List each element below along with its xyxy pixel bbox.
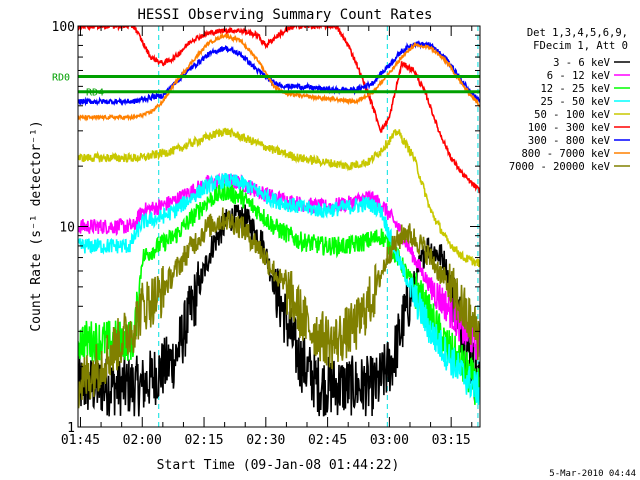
series-line-5 <box>78 127 480 268</box>
footer-timestamp: 5-Mar-2010 04:44 <box>549 469 636 479</box>
x-tick-label: 03:00 <box>370 433 409 448</box>
legend-entry-label: 3 - 6 keV <box>553 57 611 69</box>
chart-title: HESSI Observing Summary Count Rates <box>137 7 432 23</box>
y-tick-label: 10 <box>59 221 75 236</box>
x-tick-label: 02:45 <box>308 433 347 448</box>
x-axis-label: Start Time (09-Jan-08 01:44:22) <box>157 458 400 473</box>
legend-entry-label: 7000 - 20000 keV <box>509 161 611 173</box>
x-tick-label: 02:30 <box>246 433 285 448</box>
legend-entry-label: 800 - 7000 keV <box>521 148 610 160</box>
series-line-4 <box>78 172 480 405</box>
y-axis-label: Count Rate (s⁻¹ detector⁻¹) <box>29 120 44 331</box>
flag-label-rd4: RD4 <box>86 88 104 99</box>
legend-entry-label: 25 - 50 keV <box>540 96 610 108</box>
x-tick-label: 02:00 <box>123 433 162 448</box>
series-line-7 <box>78 40 480 107</box>
legend-header-line: Det 1,3,4,5,6,9, <box>527 27 628 39</box>
series-line-8 <box>78 32 480 122</box>
legend-header-line: FDecim 1, Att 0 <box>533 40 628 52</box>
x-tick-label: 01:45 <box>61 433 100 448</box>
legend-entry-label: 50 - 100 keV <box>534 109 611 121</box>
x-tick-label: 02:15 <box>184 433 223 448</box>
y-tick-label: 1 <box>67 421 75 436</box>
y-tick-label: 100 <box>52 20 75 35</box>
x-tick-label: 03:15 <box>432 433 471 448</box>
legend-entry-label: 100 - 300 keV <box>528 122 611 134</box>
series-line-6 <box>78 26 480 194</box>
legend-entry-label: 300 - 800 keV <box>528 135 611 147</box>
legend-entry-label: 6 - 12 keV <box>547 70 611 82</box>
legend-entry-label: 12 - 25 keV <box>540 83 610 95</box>
series-line-9 <box>78 207 480 409</box>
flag-label-rd0: RD0 <box>52 72 70 83</box>
